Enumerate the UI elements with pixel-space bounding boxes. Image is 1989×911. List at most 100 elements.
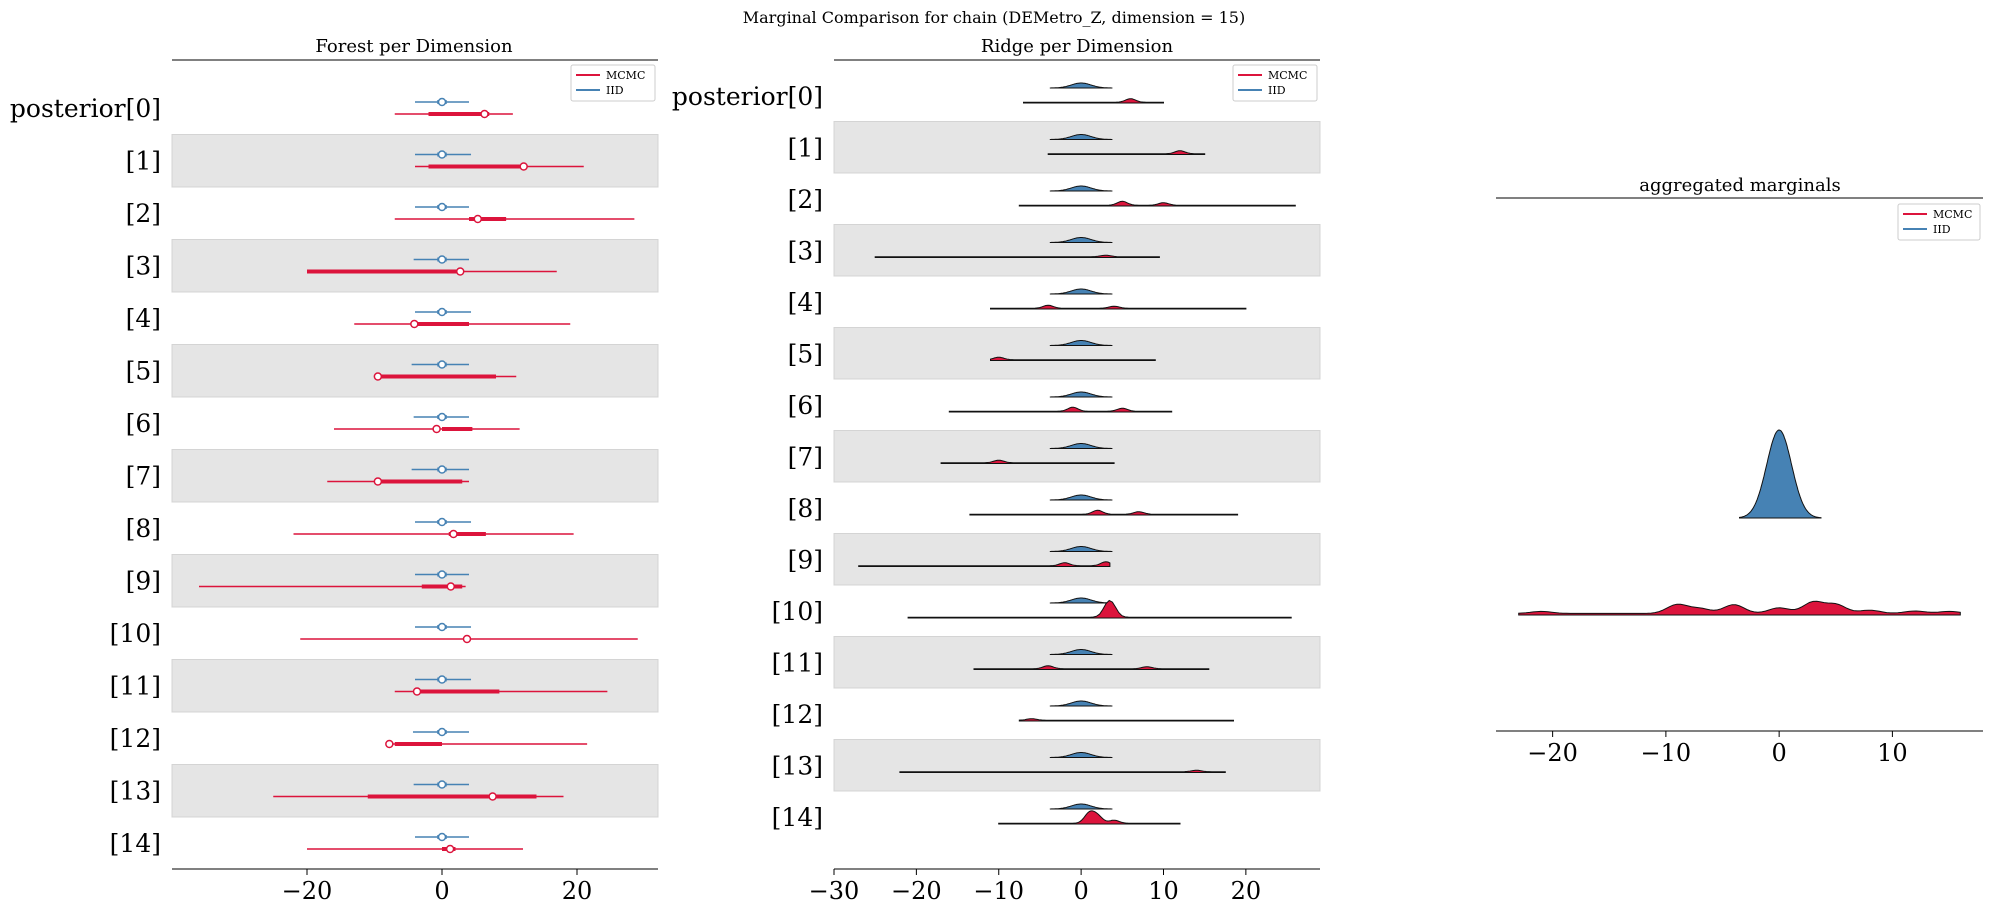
mcmc-mean-point	[373, 477, 383, 486]
ridge-row-label: [11]	[772, 649, 823, 678]
forest-row-label: [4]	[126, 304, 161, 333]
forest-row-label: [14]	[110, 829, 161, 858]
forest-row-band	[171, 239, 659, 293]
iid-ridge	[1049, 185, 1113, 192]
ridge-row-label: [9]	[788, 546, 823, 575]
iid-mean-point	[437, 307, 447, 317]
aggregated-legend-mcmc: MCMC	[1933, 208, 1972, 221]
aggregated-title: aggregated marginals	[1639, 175, 1840, 196]
mcmc-ridge	[940, 459, 1115, 464]
ridge-x-tick-label: 0	[1073, 877, 1088, 905]
mcmc-mean-point	[373, 372, 383, 381]
iid-mean-point	[437, 517, 447, 527]
ridge-row-band	[833, 327, 1321, 380]
mcmc-ridge	[948, 406, 1173, 413]
iid-mean-point	[437, 780, 447, 789]
forest-row-band	[171, 344, 659, 398]
mcmc-mean-point	[449, 529, 458, 539]
forest-row-label: [1]	[126, 147, 161, 176]
mcmc-ridge	[858, 561, 1111, 567]
ridge-row-label: [7]	[788, 443, 823, 472]
ridge-x-tick-label: −30	[809, 877, 860, 905]
iid-ridge	[1049, 82, 1113, 89]
mcmc-mean-point	[455, 267, 465, 276]
aggregated-x-tick-label: 10	[1877, 739, 1908, 767]
mcmc-mean-point	[432, 424, 441, 434]
ridge-x-tick-label: 10	[1148, 877, 1179, 905]
forest-row-band	[171, 659, 659, 713]
iid-mean-point	[437, 675, 447, 684]
ridge-row-label: [3]	[788, 237, 823, 266]
mcmc-ridge	[1047, 150, 1206, 155]
mcmc-ridge	[1018, 200, 1296, 207]
mcmc-mean-point	[462, 634, 472, 644]
iid-mean-point	[437, 97, 447, 107]
ridge-legend: MCMC IID	[1232, 64, 1318, 102]
mcmc-ridge	[969, 509, 1239, 516]
iid-mean-point	[437, 727, 447, 737]
iid-ridge	[1049, 700, 1113, 707]
ridge-row-label: [10]	[772, 597, 823, 626]
ridge-row-label: [4]	[788, 288, 823, 317]
mcmc-ridge	[998, 810, 1181, 825]
forest-legend-iid: IID	[606, 84, 624, 97]
iid-mean-point	[437, 412, 447, 422]
iid-mean-point	[437, 465, 447, 474]
forest-row-label: [11]	[110, 672, 161, 701]
iid-ridge	[1049, 443, 1113, 449]
mcmc-mean-point	[385, 739, 394, 749]
forest-row-label: [9]	[126, 567, 161, 596]
iid-ridge	[1049, 649, 1113, 655]
iid-ridge	[1049, 134, 1113, 140]
ridge-x-tick-label: −20	[891, 877, 942, 905]
ridge-row-band	[833, 636, 1321, 689]
mcmc-ridge	[907, 599, 1292, 619]
mcmc-mean-point	[488, 792, 497, 801]
ridge-row-label: [2]	[788, 185, 823, 214]
figure-title: Marginal Comparison for chain (DEMetro_Z…	[743, 8, 1245, 27]
ridge-panel: Ridge per Dimension posterior[0] [1] [2] [3…	[672, 36, 1321, 905]
forest-x-tick-label: 0	[434, 877, 449, 905]
iid-mean-point	[437, 255, 447, 264]
iid-ridge	[1049, 494, 1113, 501]
iid-ridge	[1049, 597, 1113, 604]
iid-ridge	[1049, 340, 1113, 346]
mcmc-ridge	[990, 356, 1156, 361]
forest-row-label: [5]	[126, 357, 161, 386]
aggregated-x-tick-label: −10	[1641, 739, 1692, 767]
forest-row-label: [8]	[126, 514, 161, 543]
iid-ridge	[1049, 391, 1113, 398]
ridge-x-tick-label: 20	[1231, 877, 1262, 905]
iid-mean-point	[437, 150, 447, 159]
forest-row-label: [10]	[110, 619, 161, 648]
ridge-row-band	[833, 430, 1321, 483]
ridge-row-label: [6]	[788, 391, 823, 420]
iid-mean-point	[437, 622, 447, 632]
forest-title: Forest per Dimension	[315, 36, 513, 57]
mcmc-ridge	[1023, 98, 1164, 104]
mcmc-mean-point	[412, 687, 422, 696]
forest-row-label: [3]	[126, 252, 161, 281]
mcmc-ridge	[874, 254, 1160, 258]
mcmc-mean-point	[473, 214, 483, 224]
mcmc-ridge	[1018, 718, 1234, 722]
ridge-row-label: [12]	[772, 700, 823, 729]
ridge-row-band	[833, 739, 1321, 792]
mcmc-mean-point	[480, 109, 489, 119]
forest-row-label: [7]	[126, 462, 161, 491]
ridge-row-label: posterior[0]	[672, 82, 823, 111]
iid-mean-point	[437, 832, 447, 842]
ridge-x-tick-label: −10	[973, 877, 1024, 905]
aggregated-panel: aggregated marginals −20 −10 0 10 MCMC IID	[1496, 175, 1983, 767]
forest-row-label: [6]	[126, 409, 161, 438]
forest-x-tick-label: −20	[282, 877, 333, 905]
iid-ridge	[1049, 803, 1113, 810]
aggregated-x-tick-label: −20	[1527, 739, 1578, 767]
forest-x-tick-label: 20	[562, 877, 593, 905]
mcmc-mean-point	[410, 319, 419, 329]
mcmc-ridge	[899, 769, 1226, 773]
iid-mean-point	[437, 570, 447, 579]
forest-row-band	[171, 134, 659, 188]
forest-legend: MCMC IID	[570, 64, 656, 102]
